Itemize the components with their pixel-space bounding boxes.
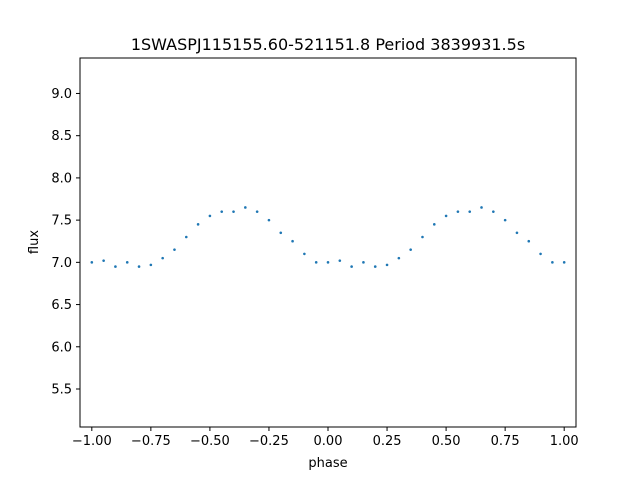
y-tick-label: 7.0: [51, 256, 72, 271]
data-point: [326, 261, 330, 264]
y-tick-label: 6.0: [51, 340, 72, 355]
data-point: [362, 261, 365, 264]
data-point: [255, 210, 259, 213]
x-axis-label: phase: [308, 456, 347, 471]
data-point: [90, 261, 94, 264]
data-point: [291, 239, 294, 243]
data-point: [279, 231, 283, 235]
data-point: [527, 239, 531, 243]
x-axis: −1.00 −0.75 −0.50 −0.25 0.00 0.25 0.50 0.75 1.00: [72, 427, 579, 449]
data-point: [173, 248, 176, 251]
data-point: [551, 261, 554, 264]
x-tick-label: 1.00: [550, 434, 579, 449]
data-point: [137, 265, 141, 268]
data-point: [161, 256, 164, 260]
data-point: [267, 218, 271, 222]
x-tick-label: −1.00: [72, 434, 112, 449]
data-point: [102, 259, 105, 262]
y-tick-label: 6.5: [51, 298, 72, 313]
data-point: [492, 210, 495, 213]
y-tick-label: 9.0: [51, 87, 72, 102]
data-point: [338, 259, 342, 262]
y-tick-label: 5.5: [51, 383, 72, 398]
data-point: [468, 210, 472, 213]
x-tick-label: −0.50: [190, 434, 230, 449]
data-point: [208, 214, 212, 218]
data-point: [373, 265, 377, 268]
data-point: [196, 223, 200, 226]
x-tick-label: 0.00: [314, 434, 343, 449]
y-tick-label: 8.5: [51, 129, 72, 144]
data-point: [184, 235, 188, 239]
data-point: [220, 210, 224, 213]
data-point: [397, 256, 401, 260]
data-point: [409, 248, 412, 251]
data-point: [562, 261, 566, 264]
chart-title: 1SWASPJ115155.60-521151.8 Period 3839931…: [131, 35, 525, 54]
data-point: [503, 218, 507, 222]
y-axis: 5.5 6.0 6.5 7.0 7.5 8.0 8.5 9.0: [51, 87, 80, 398]
data-point: [114, 265, 117, 268]
data-points: [90, 206, 566, 268]
data-point: [244, 206, 247, 209]
data-point: [314, 261, 318, 264]
data-point: [515, 231, 519, 235]
y-axis-label: flux: [27, 230, 42, 254]
data-point: [232, 210, 235, 213]
data-point: [539, 252, 542, 256]
x-tick-label: 0.25: [373, 434, 402, 449]
y-tick-label: 8.0: [51, 171, 72, 186]
x-tick-label: 0.75: [491, 434, 520, 449]
data-point: [350, 265, 353, 268]
x-tick-label: 0.50: [432, 434, 461, 449]
data-point: [456, 210, 460, 213]
y-tick-label: 7.5: [51, 214, 72, 229]
data-point: [421, 235, 424, 239]
data-point: [149, 263, 153, 267]
data-point: [432, 223, 436, 226]
data-point: [125, 261, 129, 264]
data-point: [385, 263, 389, 267]
data-point: [480, 206, 483, 209]
data-point: [303, 252, 306, 256]
x-tick-label: −0.25: [249, 434, 289, 449]
x-tick-label: −0.75: [131, 434, 171, 449]
data-point: [444, 214, 448, 218]
